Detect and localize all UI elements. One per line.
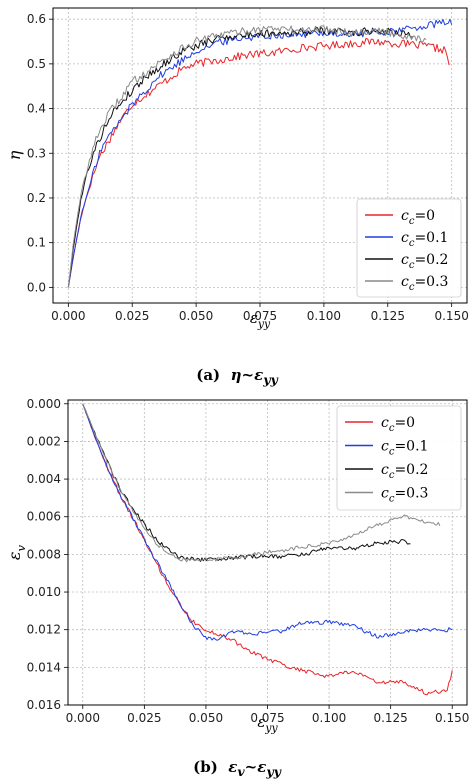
y-tick-label: 0.016: [27, 698, 61, 712]
x-tick-label: 0.000: [51, 309, 85, 323]
legend-box: [356, 198, 462, 298]
legend-label: cc=0.3: [401, 274, 448, 293]
y-tick-label: 0.014: [27, 660, 61, 674]
legend: cc=0 cc=0.1 cc=0.2 cc=0.3: [356, 198, 462, 298]
x-axis-label: εyy: [250, 309, 271, 331]
series-group: [67, 18, 453, 288]
caption-a-label: (a): [196, 366, 221, 384]
y-tick-label: 0.002: [27, 434, 61, 448]
plot-frame: [52, 7, 468, 304]
chart-panel-b: 0.000 0.025 0.050 0.075 0.100 0.125 0.150 0.000…: [5, 397, 469, 735]
series-line-3: [82, 403, 441, 563]
x-tick-label: 0.050: [179, 309, 213, 323]
y-tick-label: 0.3: [27, 146, 46, 160]
legend-label: cc=0.1: [401, 230, 448, 249]
series-group: [82, 403, 453, 696]
y-tick-label: 0.5: [27, 57, 46, 71]
caption-b-lhs: ε: [228, 758, 238, 776]
x-tick-label: 0.125: [373, 711, 407, 725]
x-tick-label: 0.100: [307, 309, 341, 323]
x-tick-label: 0.025: [127, 711, 161, 725]
x-tick-label: 0.075: [243, 309, 277, 323]
caption-a-rhs: ε: [254, 366, 264, 384]
series-line-3: [67, 25, 427, 288]
caption-a-rhs-sub: yy: [263, 372, 278, 387]
x-tick-label: 0.150: [435, 711, 469, 725]
y-tick-label: 0.1: [27, 236, 46, 250]
y-tick-label: 0.6: [27, 12, 46, 26]
y-tick-label: 0.008: [27, 547, 61, 561]
caption-b-lhs-sub: v: [237, 764, 245, 779]
series-line-2: [82, 403, 411, 562]
legend-label: cc=0.3: [381, 486, 428, 505]
caption-a: (a) η~εyy: [0, 366, 474, 387]
x-tick-label: 0.050: [189, 711, 223, 725]
x-tick-label: 0.100: [312, 711, 346, 725]
y-tick-label: 0.4: [27, 102, 46, 116]
y-tick-label: 0.0: [27, 280, 46, 294]
caption-a-lhs: η: [230, 366, 242, 384]
legend-label: cc=0.1: [381, 439, 428, 458]
legend-label: cc=0.2: [381, 462, 428, 481]
legend-label: cc=0: [381, 415, 415, 434]
x-tick-label: 0.075: [250, 711, 284, 725]
caption-b-label: (b): [193, 758, 218, 776]
caption-b-rhs-sub: yy: [266, 764, 281, 779]
y-tick-label: 0.2: [27, 191, 46, 205]
legend-label: cc=0: [401, 208, 435, 227]
y-tick-label: 0.012: [27, 623, 61, 637]
y-tick-label: 0.006: [27, 510, 61, 524]
caption-b: (b) εv~εyy: [0, 758, 474, 779]
legend-label: cc=0.2: [401, 252, 448, 271]
x-axis-label: εyy: [257, 713, 278, 735]
x-tick-label: 0.025: [115, 309, 149, 323]
x-tick-label: 0.000: [66, 711, 100, 725]
series-line-0: [67, 37, 450, 288]
y-axis-label: εv: [5, 544, 28, 560]
x-tick-label: 0.150: [434, 309, 468, 323]
series-line-1: [82, 403, 453, 641]
legend-box: [336, 405, 462, 511]
x-tick-label: 0.125: [371, 309, 405, 323]
caption-a-tilde: ~: [241, 366, 255, 384]
y-tick-label: 0.004: [27, 472, 61, 486]
y-tick-label: 0.000: [27, 397, 61, 411]
caption-b-tilde: ~: [244, 758, 258, 776]
legend: cc=0 cc=0.1 cc=0.2 cc=0.3: [336, 405, 462, 511]
y-tick-label: 0.010: [27, 585, 61, 599]
y-axis-label: η: [5, 150, 24, 160]
chart-panel-a: 0.000 0.025 0.050 0.075 0.100 0.125 0.150 0.0 0.…: [5, 7, 469, 331]
caption-b-rhs: ε: [257, 758, 267, 776]
plot-frame: [67, 399, 468, 706]
